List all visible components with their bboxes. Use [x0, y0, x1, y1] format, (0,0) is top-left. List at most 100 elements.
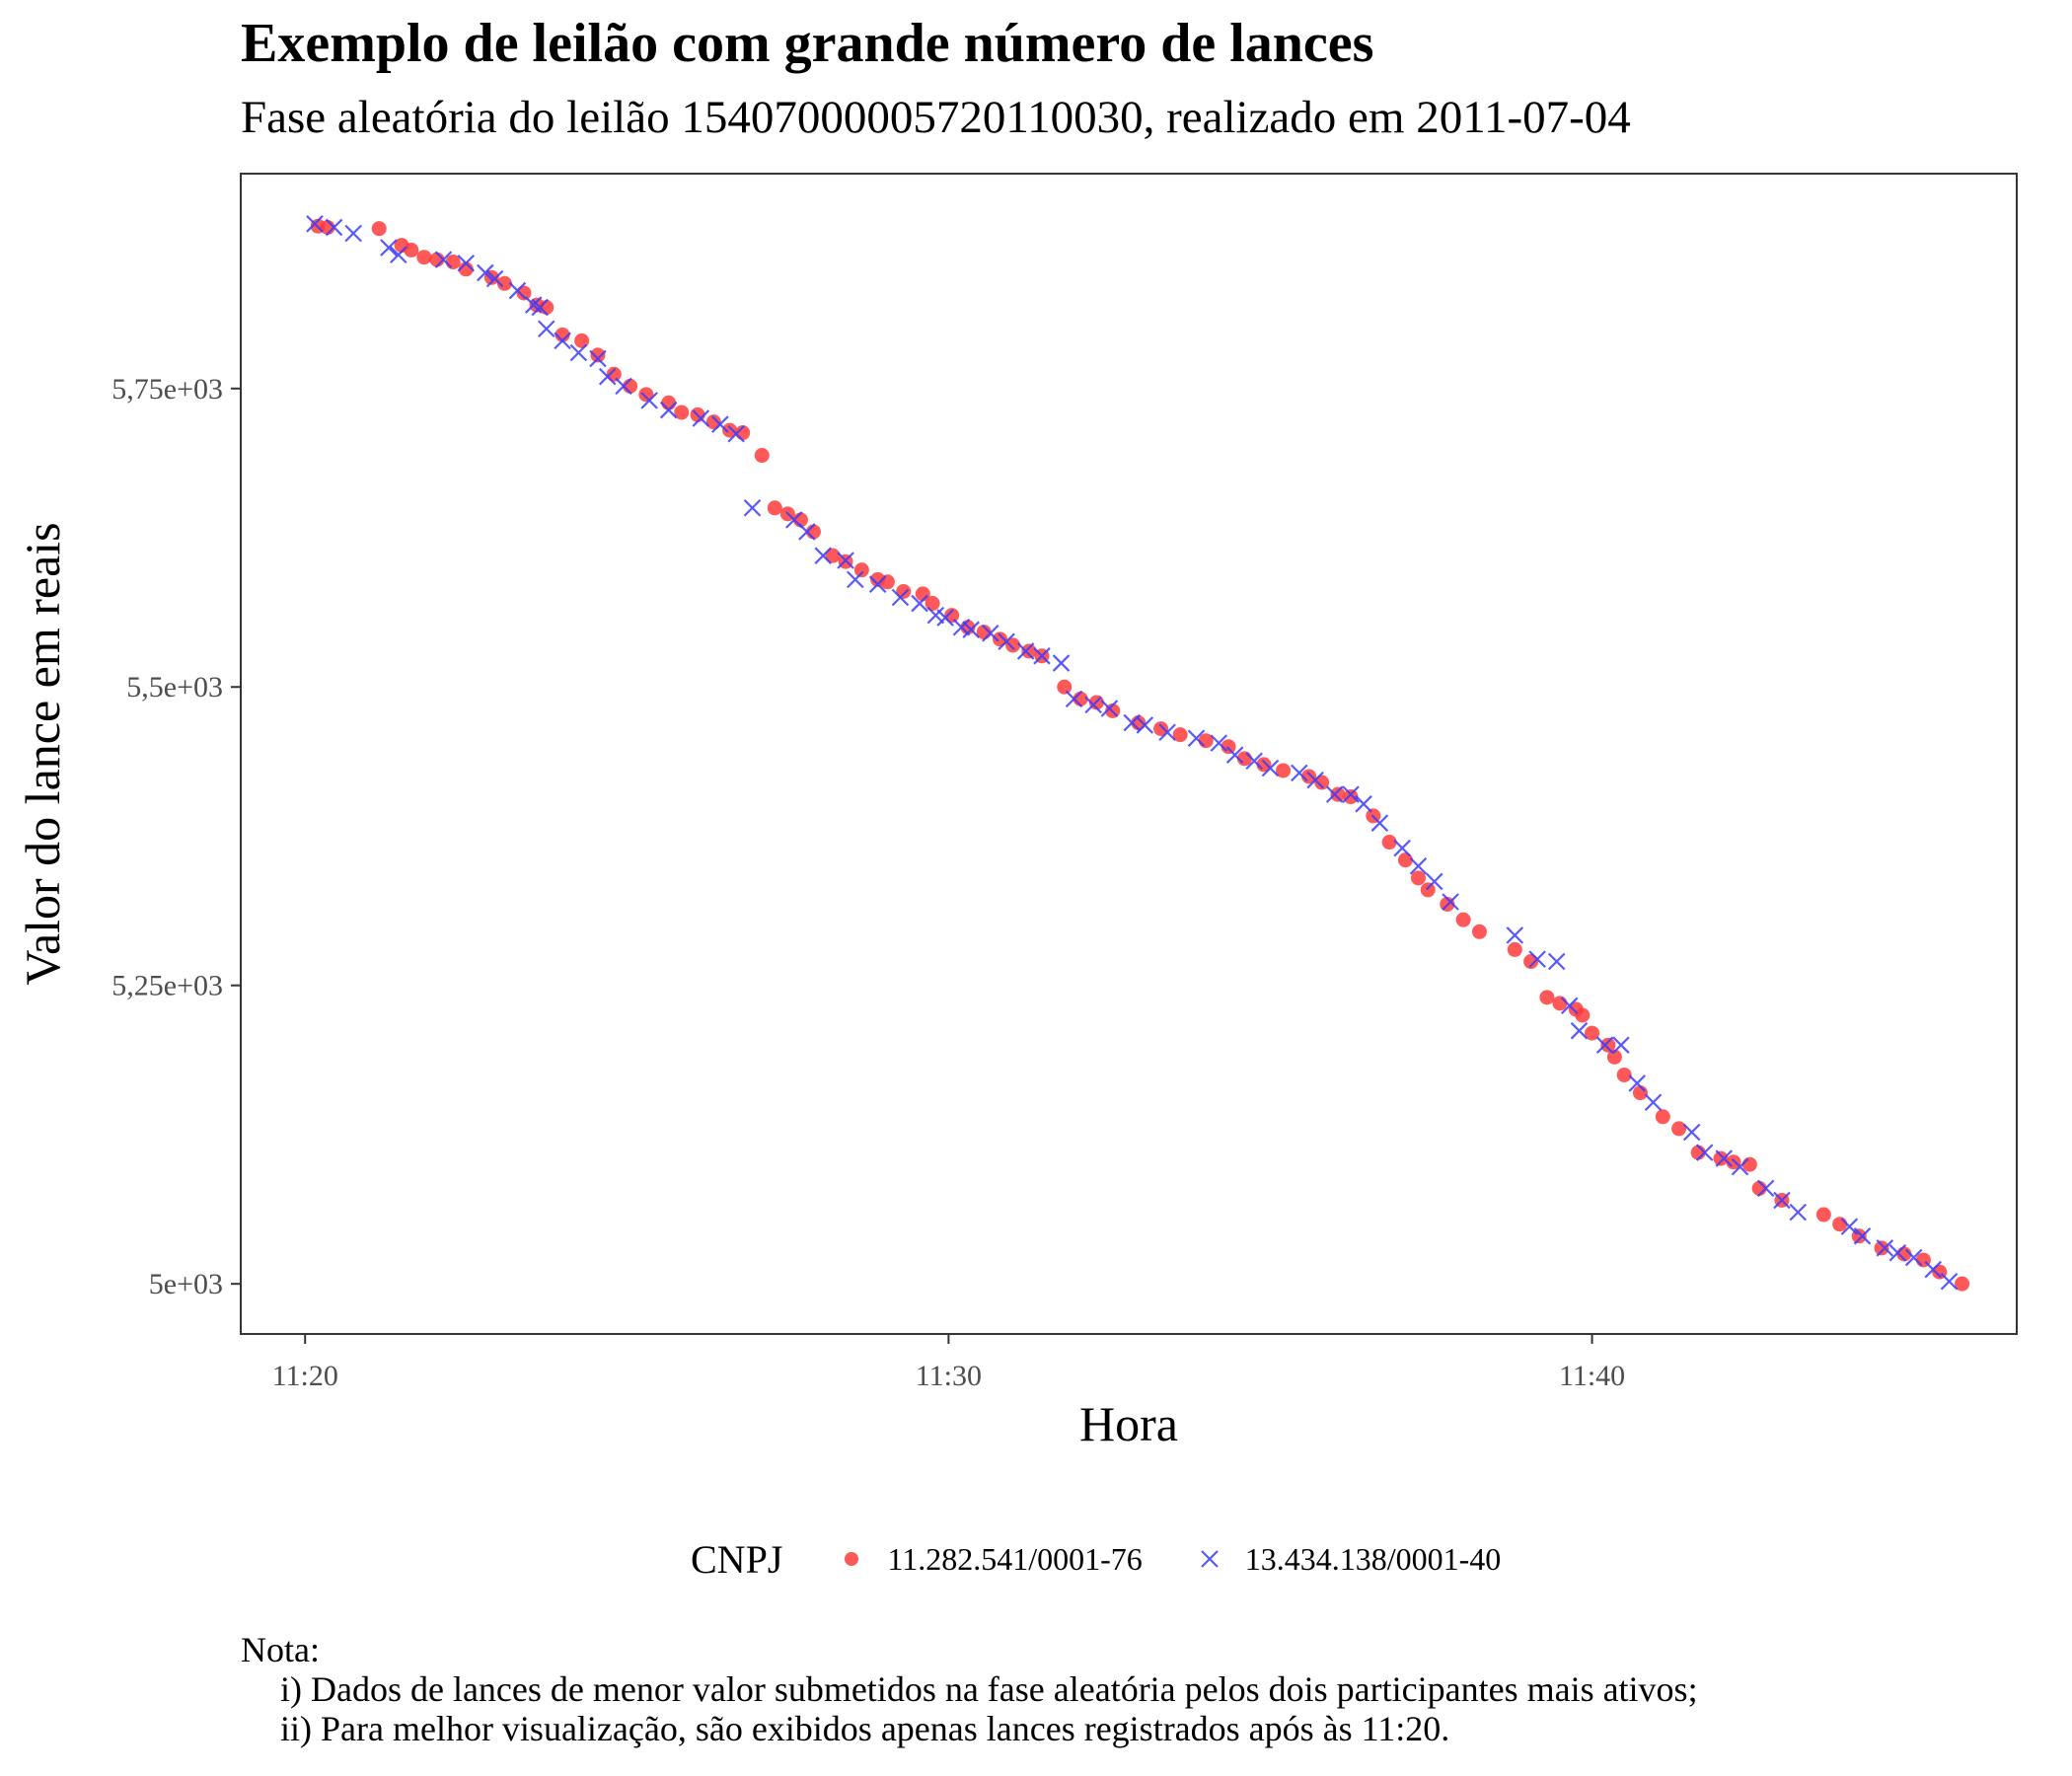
- data-point-circle: [661, 395, 677, 410]
- data-point-cross: [1158, 723, 1176, 741]
- data-point-circle: [1600, 1037, 1616, 1053]
- data-point-cross: [982, 625, 999, 642]
- data-point-circle: [767, 500, 782, 516]
- data-point-cross: [727, 424, 745, 443]
- data-point-cross: [1016, 642, 1035, 660]
- data-point-circle: [1815, 1207, 1831, 1222]
- data-point-cross: [1033, 647, 1051, 665]
- data-point-circle: [416, 250, 432, 265]
- data-point-cross: [814, 547, 832, 564]
- data-point-cross: [1876, 1239, 1894, 1257]
- data-point-cross: [640, 392, 658, 409]
- data-point-cross: [1547, 952, 1566, 971]
- scatter-chart: 11:20 11:30 11:40 5e+03 5,25e+03 5,5e+03 5,75e…: [15, 173, 2018, 1451]
- data-point-circle: [1713, 1150, 1729, 1166]
- data-point-circle: [1671, 1121, 1687, 1137]
- data-point-cross: [962, 621, 980, 638]
- circle-marker-icon: [830, 1537, 873, 1581]
- data-point-cross: [1342, 785, 1360, 803]
- data-point-cross: [306, 215, 324, 233]
- chart-subtitle: Fase aleatória do leilão 154070000057201…: [241, 92, 1631, 143]
- data-point-circle: [674, 405, 690, 420]
- data-point-cross: [457, 254, 476, 272]
- data-point-cross: [434, 251, 453, 268]
- data-point-cross: [598, 367, 617, 386]
- cross-marker-icon: [1188, 1537, 1231, 1581]
- data-point-cross: [1612, 1036, 1630, 1054]
- data-point-cross: [1773, 1191, 1791, 1210]
- data-point-cross: [891, 588, 910, 607]
- data-point-cross: [1644, 1093, 1663, 1112]
- data-point-cross: [569, 343, 588, 362]
- footnote: Nota: i) Dados de lances de menor valor …: [241, 1630, 1698, 1748]
- data-point-circle: [722, 422, 738, 438]
- data-point-circle: [1741, 1156, 1757, 1172]
- data-point-circle: [1276, 763, 1292, 778]
- data-point-circle: [896, 583, 912, 599]
- data-point-circle: [1552, 996, 1568, 1011]
- data-point-cross: [1325, 785, 1344, 803]
- x-tick-label: 11:40: [1559, 1360, 1625, 1392]
- data-point-circle: [483, 269, 499, 285]
- data-point-circle: [1455, 912, 1471, 927]
- data-point-cross: [1084, 696, 1102, 714]
- data-point-cross: [911, 594, 928, 613]
- data-point-cross: [1100, 700, 1119, 717]
- data-point-cross: [1291, 764, 1308, 782]
- data-point-cross: [659, 401, 678, 419]
- data-point-cross: [1853, 1227, 1872, 1245]
- data-point-cross: [1756, 1179, 1775, 1198]
- data-point-circle: [1655, 1109, 1670, 1125]
- data-point-cross: [1306, 771, 1324, 789]
- y-tick-label: 5,5e+03: [126, 671, 223, 703]
- data-point-circle: [1330, 786, 1346, 802]
- data-point-cross: [1789, 1203, 1808, 1221]
- data-point-cross: [1210, 734, 1228, 752]
- data-point-cross: [868, 575, 887, 593]
- data-point-cross: [1560, 997, 1579, 1015]
- footnote-line: i) Dados de lances de menor valor submet…: [280, 1669, 1698, 1709]
- data-point-cross: [1245, 752, 1263, 771]
- data-point-circle: [496, 275, 512, 291]
- data-point-cross: [1528, 950, 1546, 968]
- data-point-cross: [1426, 872, 1443, 891]
- data-point-circle: [1410, 870, 1426, 886]
- footnote-line: ii) Para melhor visualização, são exibid…: [280, 1709, 1450, 1748]
- data-point-cross: [711, 415, 729, 433]
- data-point-cross: [1355, 795, 1372, 813]
- data-point-cross: [1370, 814, 1389, 832]
- data-point-cross: [1065, 690, 1083, 708]
- data-point-cross: [325, 218, 343, 237]
- data-point-cross: [1888, 1243, 1907, 1262]
- data-point-cross: [1225, 746, 1244, 764]
- data-point-cross: [538, 320, 555, 338]
- plot-panel: [240, 173, 2018, 1335]
- data-point-circle: [1616, 1067, 1632, 1082]
- data-point-cross: [589, 349, 607, 368]
- data-point-cross: [1715, 1149, 1734, 1167]
- data-point-circle: [1471, 924, 1487, 939]
- data-point-circle: [1539, 990, 1555, 1005]
- data-point-cross: [1940, 1272, 1959, 1291]
- data-point-cross: [554, 332, 571, 350]
- data-point-cross: [1409, 856, 1428, 875]
- data-point-cross: [837, 552, 854, 569]
- x-tick-label: 11:20: [272, 1360, 338, 1392]
- data-point-cross: [615, 377, 632, 396]
- data-point-cross: [998, 632, 1015, 651]
- data-point-circle: [1057, 679, 1073, 695]
- data-point-cross: [1695, 1144, 1714, 1161]
- data-point-cross: [524, 296, 543, 314]
- data-point-circle: [1874, 1240, 1889, 1256]
- data-point-cross: [847, 570, 864, 589]
- data-point-cross: [743, 498, 762, 517]
- data-point-circle: [638, 387, 654, 403]
- footnote-heading: Nota:: [241, 1630, 320, 1669]
- legend-label: 13.434.138/0001-40: [1244, 1540, 1502, 1577]
- legend-title: CNPJ: [691, 1536, 783, 1582]
- data-point-cross: [477, 263, 494, 282]
- data-point-cross: [1187, 729, 1206, 748]
- data-point-circle: [879, 574, 895, 590]
- data-point-circle: [1575, 1007, 1591, 1023]
- data-point-cross: [798, 523, 816, 541]
